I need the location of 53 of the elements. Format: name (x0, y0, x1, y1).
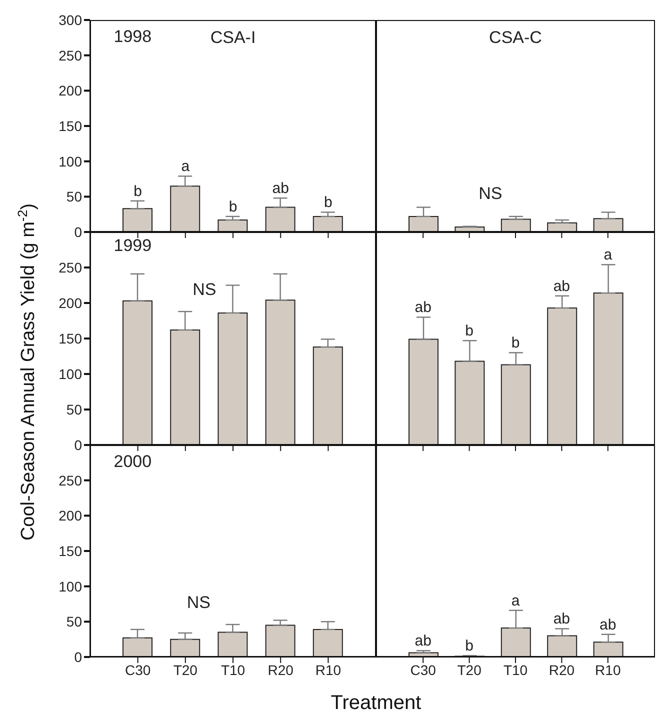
annotation: 1998 (114, 27, 152, 48)
annotation: ab (600, 616, 616, 634)
annotation: ab (553, 278, 570, 295)
annotation: 1999 (114, 236, 152, 256)
y-tick-label: 100 (58, 153, 82, 170)
y-tick-label: 0 (74, 648, 82, 665)
y-tick-label: 0 (74, 436, 82, 453)
y-tick-label: 200 (58, 294, 82, 311)
x-tick-label: T20 (457, 662, 482, 678)
annotation: NS (186, 592, 210, 613)
text: CSA-I (210, 28, 256, 47)
annotation: b (324, 194, 332, 212)
x-tick-label: R20 (268, 662, 294, 678)
y-tick-label: 100 (58, 578, 82, 594)
annotation: a (511, 592, 520, 610)
annotation: a (604, 246, 613, 264)
y-tick-label: 50 (66, 401, 82, 418)
y-tick-label: 100 (58, 366, 82, 382)
annotation: NS (192, 280, 216, 300)
x-tick-label: R20 (548, 662, 575, 678)
x-tick-label: R10 (595, 662, 621, 678)
x-tick-label: T10 (503, 662, 528, 678)
annotation: b (511, 334, 520, 352)
annotation: b (228, 198, 238, 216)
y-tick-label: 200 (58, 508, 82, 524)
x-tick-label: T10 (220, 662, 246, 678)
x-tick-label: C30 (410, 662, 436, 678)
y-tick-label: 150 (58, 542, 82, 559)
y-tick-label: 150 (58, 118, 82, 134)
x-tick-label: C30 (124, 662, 151, 678)
y-tick-label: 150 (58, 330, 82, 346)
y-tick-label: 50 (66, 188, 82, 205)
text: CSA-C (488, 28, 543, 48)
y-tick-label: 250 (58, 47, 82, 64)
y-tick-label: 250 (58, 259, 82, 276)
y-tick-label: 250 (58, 472, 82, 488)
annotation: ab (553, 610, 570, 628)
x-axis-title: Treatment (330, 692, 422, 714)
x-tick-label: T20 (173, 662, 198, 678)
annotation: b (134, 182, 142, 200)
annotation: ab (414, 299, 432, 316)
annotation: ab (414, 632, 432, 650)
annotation: 2000 (114, 452, 152, 472)
annotation: b (465, 322, 474, 340)
y-tick-label: 0 (74, 224, 82, 240)
y-tick-label: 50 (66, 614, 82, 630)
annotation: b (465, 638, 474, 655)
y-tick-label: 300 (58, 12, 82, 28)
annotation: ab (272, 180, 289, 198)
annotation: a (181, 158, 190, 176)
y-tick-label: 200 (58, 82, 82, 99)
x-tick-label: R10 (315, 662, 342, 678)
annotation: NS (478, 184, 502, 204)
